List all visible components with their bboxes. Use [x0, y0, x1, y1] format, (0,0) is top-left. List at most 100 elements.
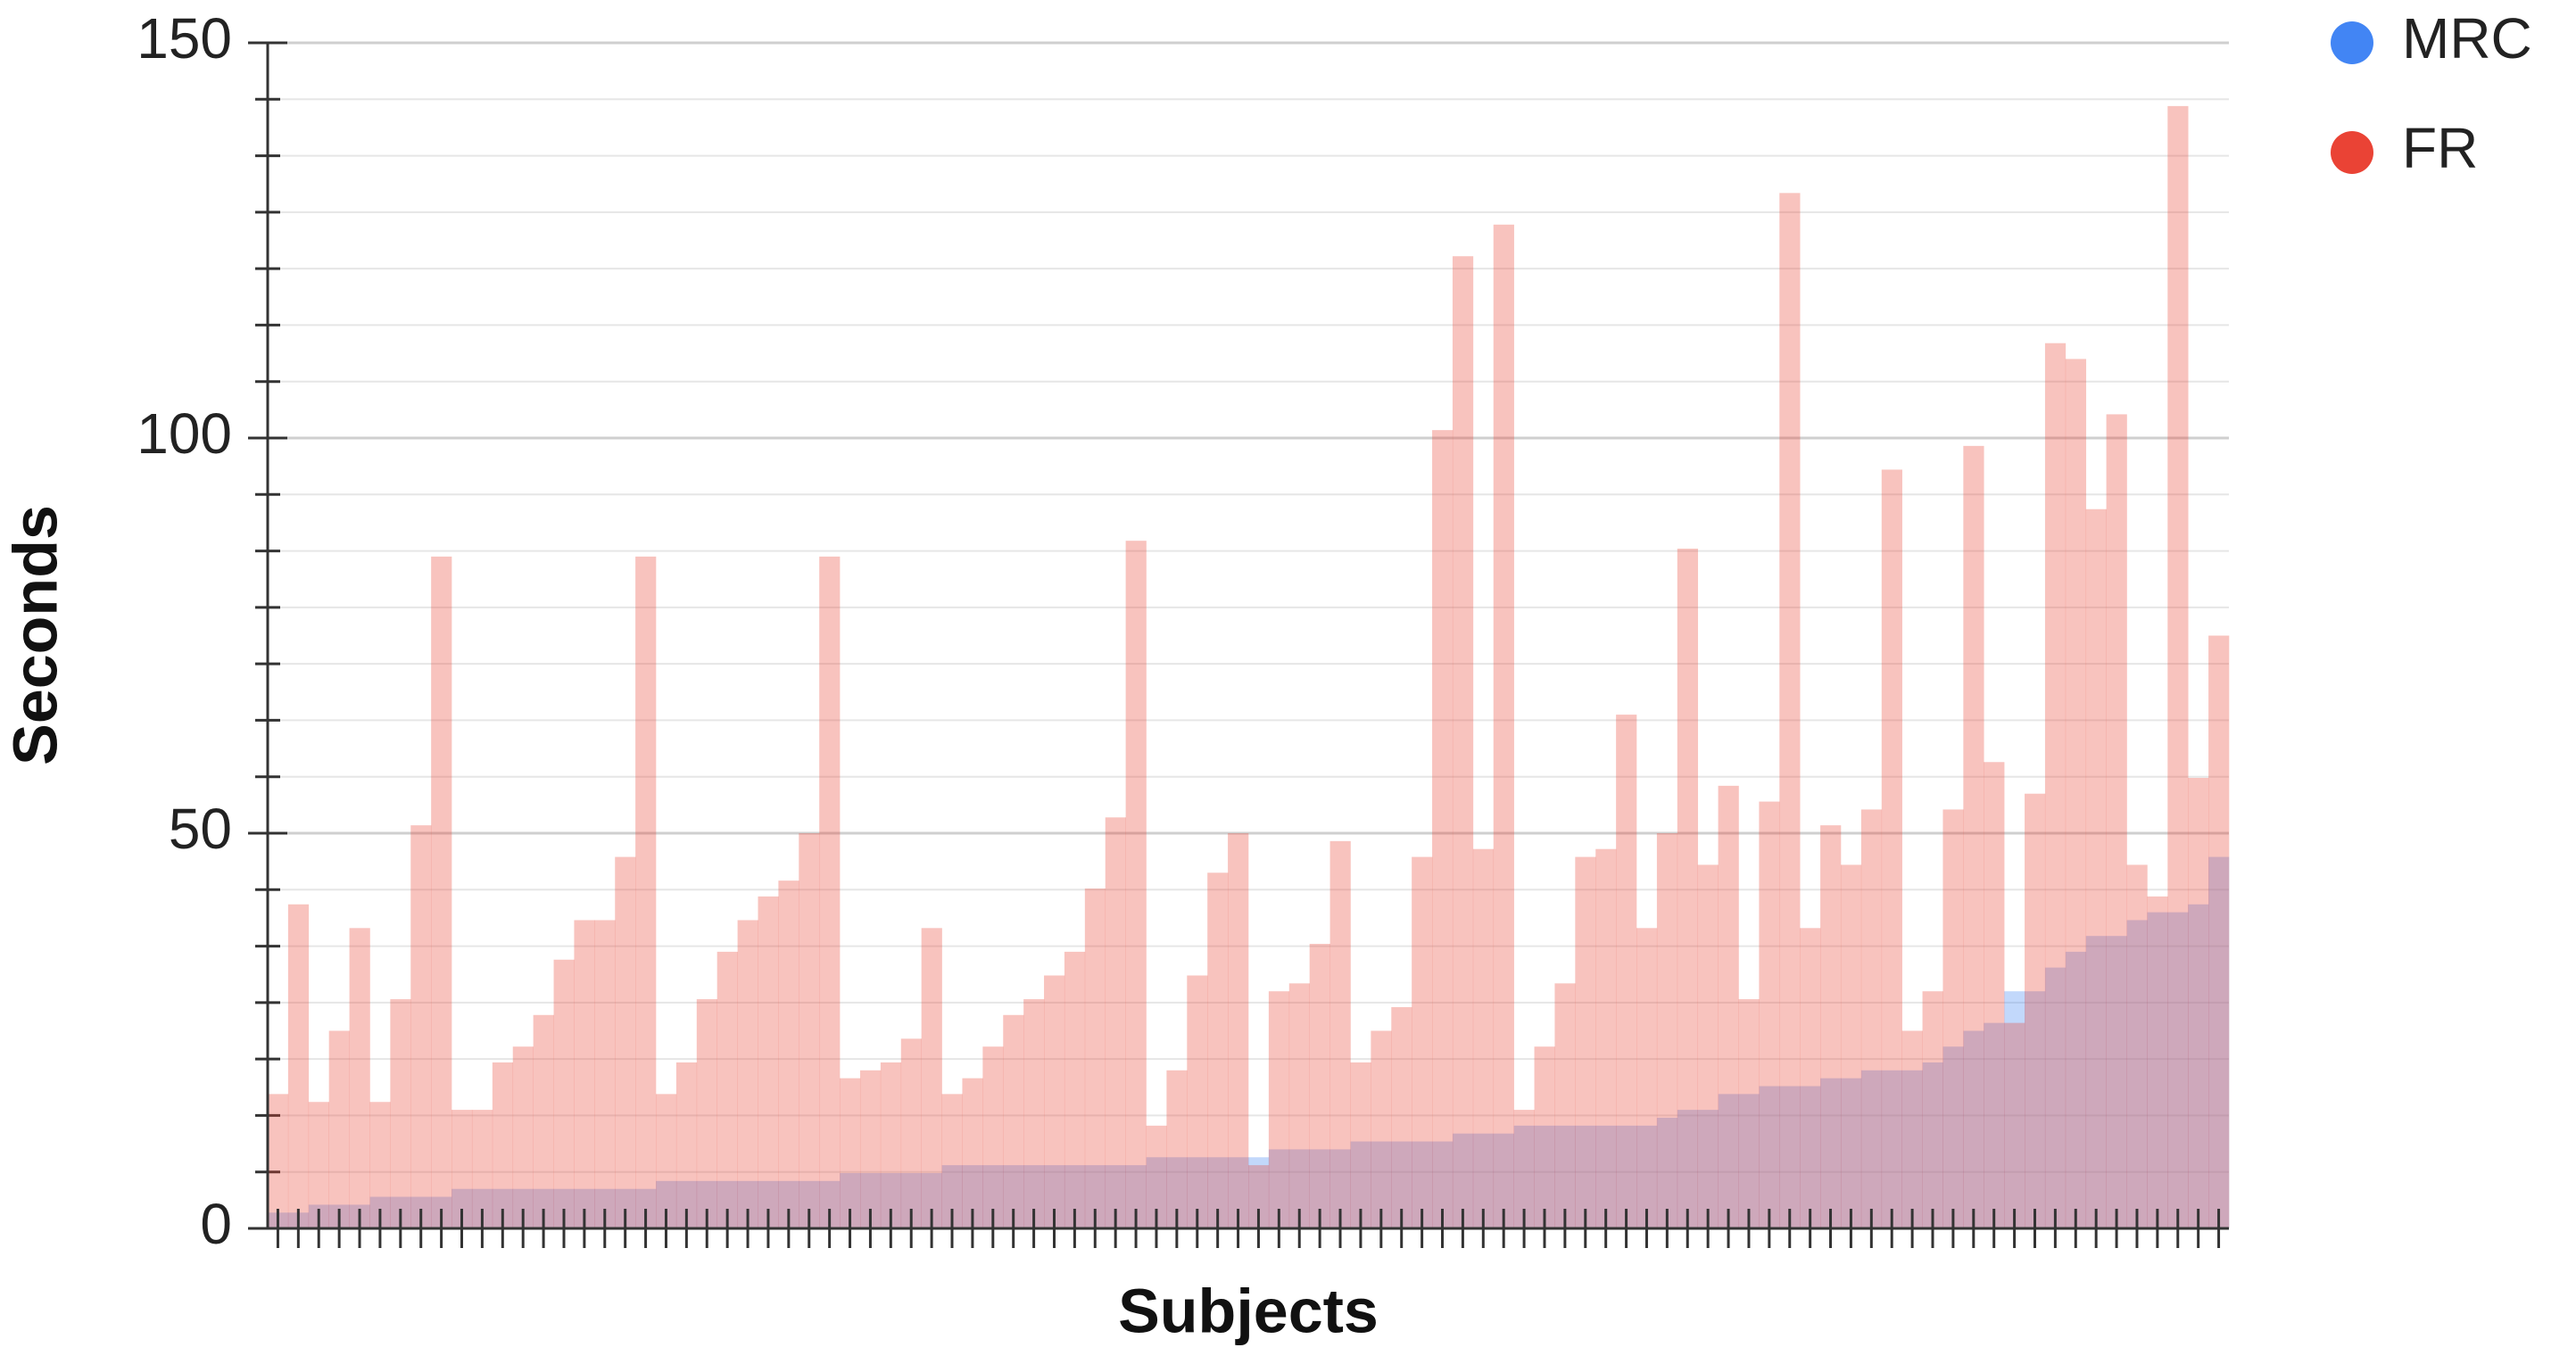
step-area-segment	[615, 1188, 636, 1228]
step-area-segment	[1412, 856, 1433, 1228]
step-area-segment	[2025, 793, 2046, 1228]
y-tick-label: 100	[137, 401, 232, 466]
step-area-segment	[1901, 1030, 1923, 1228]
step-area-segment	[2188, 777, 2209, 1228]
step-area-segment	[1779, 193, 1801, 1229]
step-area-segment	[1329, 840, 1351, 1228]
step-area-segment	[1288, 1149, 1310, 1228]
step-area-segment	[1656, 1117, 1678, 1228]
step-area-segment	[492, 1188, 514, 1228]
step-area-segment	[574, 1188, 595, 1228]
step-area-segment	[2004, 1022, 2025, 1228]
legend-label: FR	[2402, 116, 2478, 180]
step-area-segment	[1554, 1125, 1576, 1228]
step-area-segment	[1432, 1141, 1454, 1228]
step-area-segment	[1350, 1062, 1371, 1228]
step-area-segment	[1023, 999, 1045, 1228]
step-area-segment	[962, 1165, 983, 1228]
step-area-segment	[900, 1038, 922, 1228]
step-area-segment	[1860, 809, 1883, 1228]
step-area-segment	[471, 1110, 493, 1228]
step-area-segment	[308, 1102, 329, 1228]
step-area-segment	[451, 1110, 473, 1228]
step-area-segment	[1003, 1014, 1024, 1228]
step-area-segment	[2004, 991, 2025, 1228]
step-area-segment	[656, 1180, 677, 1228]
step-area-segment	[2106, 936, 2127, 1228]
step-area-segment	[1922, 991, 1943, 1228]
step-area-segment	[1350, 1141, 1371, 1228]
step-area-segment	[2167, 912, 2189, 1228]
step-area-segment	[1820, 825, 1842, 1228]
step-area-segment	[369, 1102, 391, 1228]
step-area-segment	[1759, 801, 1780, 1228]
step-area-segment	[1779, 1086, 1801, 1228]
step-area-segment	[1697, 864, 1719, 1228]
step-area-segment	[696, 1180, 718, 1228]
step-area-segment	[615, 856, 636, 1228]
step-area-segment	[1187, 975, 1208, 1228]
step-area-segment	[553, 959, 575, 1228]
step-area-segment	[921, 928, 942, 1228]
step-area-segment	[1248, 1165, 1270, 1228]
step-area-segment	[574, 920, 595, 1228]
step-area-segment	[1718, 1094, 1739, 1228]
step-area-segment	[1616, 715, 1637, 1228]
step-area-segment	[1105, 1165, 1126, 1228]
legend-marker	[2331, 21, 2373, 64]
step-area-segment	[859, 1172, 882, 1228]
step-area-segment	[758, 1180, 779, 1228]
step-area-segment	[1718, 785, 1739, 1228]
y-tick-label: 50	[169, 797, 232, 861]
step-area-segment	[1125, 1165, 1147, 1228]
step-area-segment	[349, 928, 370, 1228]
step-area-segment	[880, 1172, 902, 1228]
step-area-segment	[1432, 430, 1454, 1228]
step-area-segment	[328, 1030, 350, 1228]
step-area-segment	[778, 1180, 799, 1228]
step-area-segment	[941, 1094, 963, 1228]
step-area-segment	[1677, 1110, 1699, 1228]
step-area-segment	[1738, 999, 1760, 1228]
step-area-segment	[1575, 856, 1596, 1228]
step-area-segment	[2188, 904, 2209, 1228]
step-area-segment	[1452, 1133, 1474, 1228]
legend-label: MRC	[2402, 6, 2532, 70]
step-area-segment	[819, 556, 841, 1228]
step-area-segment	[635, 556, 657, 1228]
step-area-segment	[1677, 549, 1699, 1228]
step-area-segment	[1534, 1125, 1555, 1228]
step-area-segment	[1044, 1165, 1065, 1228]
step-area-segment	[1493, 224, 1514, 1228]
step-area-segment	[941, 1165, 963, 1228]
step-area-segment	[840, 1172, 861, 1228]
x-axis-title: Subjects	[1118, 1276, 1379, 1345]
step-area-segment	[819, 1180, 841, 1228]
step-area-segment	[758, 896, 779, 1228]
step-area-segment	[675, 1180, 698, 1228]
step-area-segment	[1391, 1006, 1412, 1228]
step-area-segment	[1840, 1078, 1862, 1228]
step-area-segment	[1534, 1046, 1555, 1228]
step-area-segment	[410, 825, 432, 1228]
y-axis-title: Seconds	[0, 505, 70, 765]
step-area-segment	[1984, 1022, 2005, 1228]
step-area-segment	[2147, 896, 2168, 1228]
step-area-segment	[1963, 1030, 1984, 1228]
legend-marker	[2331, 131, 2373, 174]
step-area-segment	[451, 1188, 473, 1228]
step-area-segment	[492, 1062, 514, 1228]
step-area-segment	[1064, 1165, 1086, 1228]
step-area-segment	[2025, 991, 2046, 1228]
step-area-segment	[2044, 343, 2067, 1228]
step-area-segment	[1697, 1110, 1719, 1228]
step-area-segment	[1003, 1165, 1024, 1228]
step-area-segment	[1084, 1165, 1106, 1228]
step-area-segment	[962, 1078, 983, 1228]
step-area-segment	[2147, 912, 2168, 1228]
step-area-segment	[1146, 1157, 1167, 1228]
step-area-segment	[2106, 414, 2127, 1228]
step-area-segment	[1575, 1125, 1596, 1228]
step-area-segment	[2085, 508, 2107, 1228]
